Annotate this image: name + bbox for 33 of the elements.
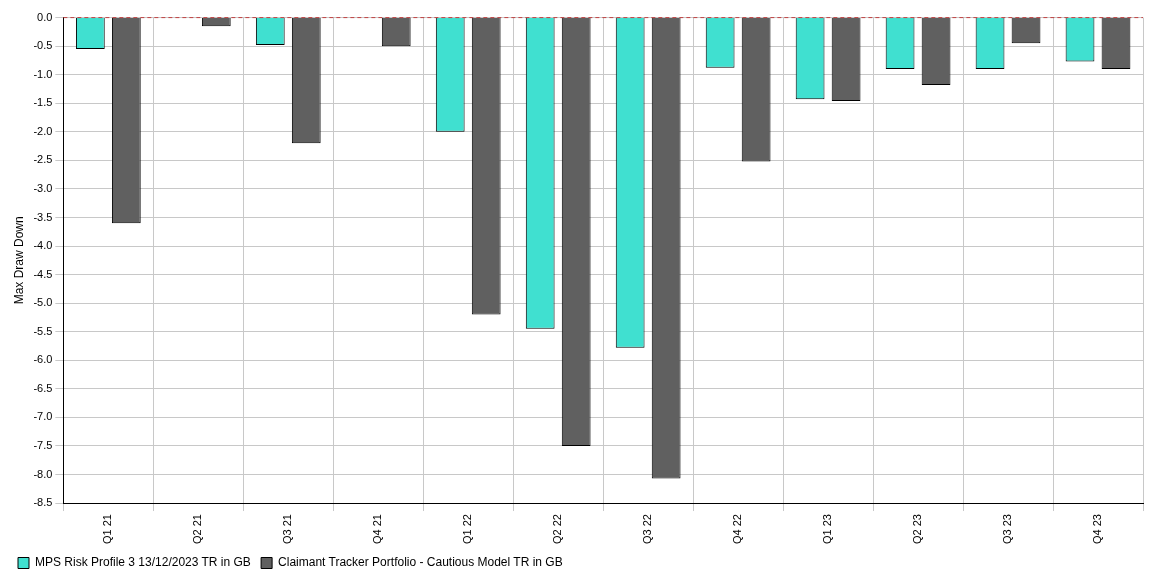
y-tick-label: -7.5 [33,438,53,451]
y-tick-label: -2.5 [33,153,53,166]
x-tick-label: Q4 21 [371,514,384,544]
y-tick-label: -3.0 [33,181,53,194]
y-tick-label: -5.5 [33,324,53,337]
y-tick-label: -6.0 [33,353,53,366]
x-tick-label: Q3 23 [1001,514,1014,544]
x-tick-label: Q2 21 [191,514,204,544]
x-tick-label: Q2 22 [551,514,564,544]
y-tick-label: -4.0 [33,239,53,252]
x-tick-label: Q4 22 [731,514,744,544]
x-tick-label: Q1 23 [821,514,834,544]
y-tick-label: -1.0 [33,67,53,80]
y-tick-label: -5.0 [33,296,53,309]
y-tick-label: -0.5 [33,39,53,52]
y-tick-label: -4.5 [33,267,53,280]
legend-label: MPS Risk Profile 3 13/12/2023 TR in GB [35,555,251,570]
y-tick-label: -3.5 [33,210,53,223]
y-tick-label: 0.0 [37,10,53,23]
x-tick-label: Q1 22 [461,514,474,544]
x-tick-label: Q3 22 [641,514,654,544]
y-tick-label: -6.5 [33,381,53,394]
y-axis-title: Max Draw Down [11,216,26,305]
y-tick-label: -2.0 [33,124,53,137]
y-tick-label: -8.0 [33,467,53,480]
x-tick-label: Q4 23 [1091,514,1104,544]
x-tick-label: Q1 21 [101,514,114,544]
x-tick-label: Q2 23 [911,514,924,544]
y-tick-label: -8.5 [33,496,53,509]
legend-label: Claimant Tracker Portfolio - Cautious Model TR in GB [278,555,563,570]
x-tick-label: Q3 21 [281,514,294,544]
y-tick-label: -1.5 [33,96,53,109]
y-tick-label: -7.0 [33,410,53,423]
